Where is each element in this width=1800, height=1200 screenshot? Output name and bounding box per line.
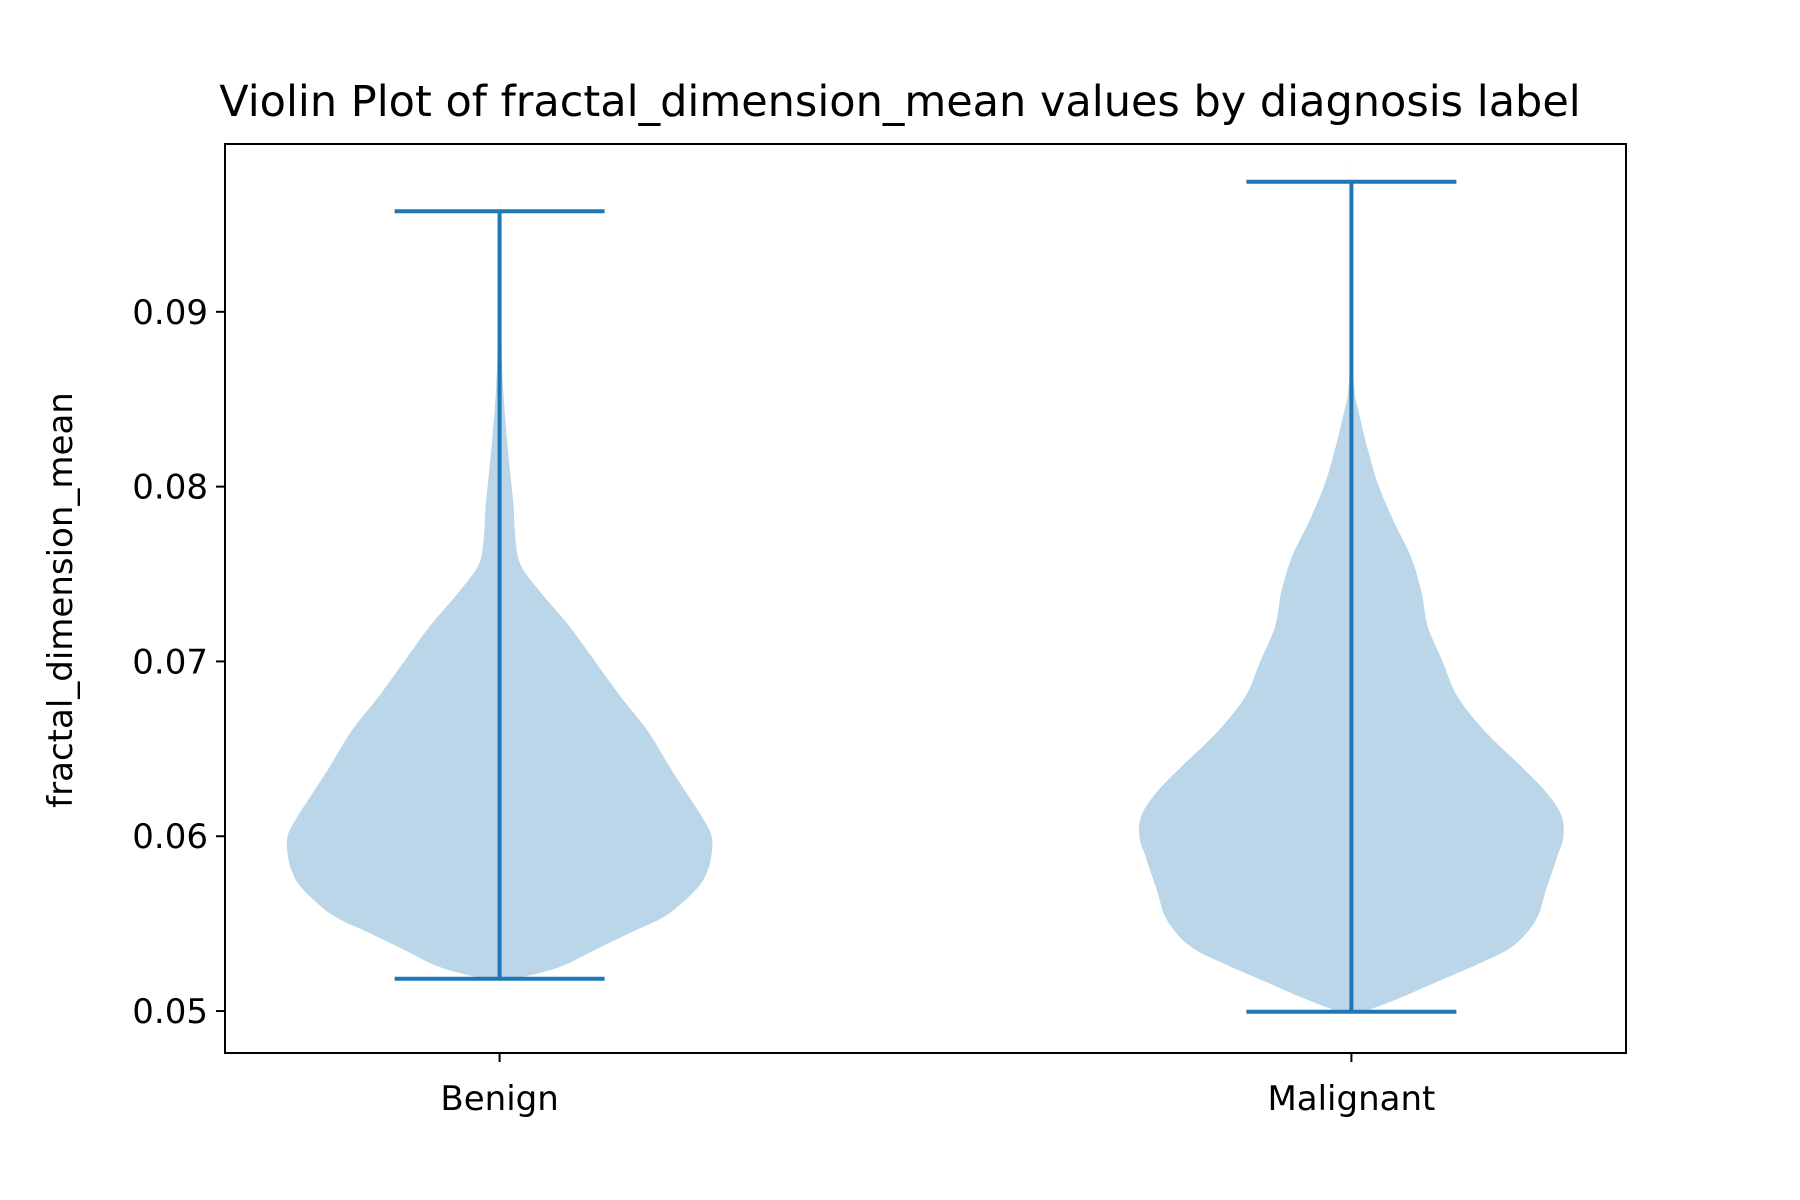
x-axis: Benign Malignant [440,1053,1435,1119]
violin-bodies [286,161,1564,1012]
x-tick-label-benign: Benign [440,1079,558,1119]
violin-extrema-lines [394,179,1457,1014]
x-tick-label-malignant: Malignant [1267,1079,1435,1119]
plot-area-frame [224,143,1627,1054]
y-axis-label: fractal_dimension_mean [41,392,81,808]
y-tick-label: 0.05 [132,992,208,1032]
y-tick-label: 0.09 [132,293,208,333]
y-tick-label: 0.07 [132,642,208,682]
chart-title: Violin Plot of fractal_dimension_mean va… [219,77,1581,127]
y-axis: 0.05 0.06 0.07 0.08 0.09 [132,293,225,1032]
y-tick-label: 0.08 [132,468,208,508]
y-tick-label: 0.06 [132,817,208,857]
